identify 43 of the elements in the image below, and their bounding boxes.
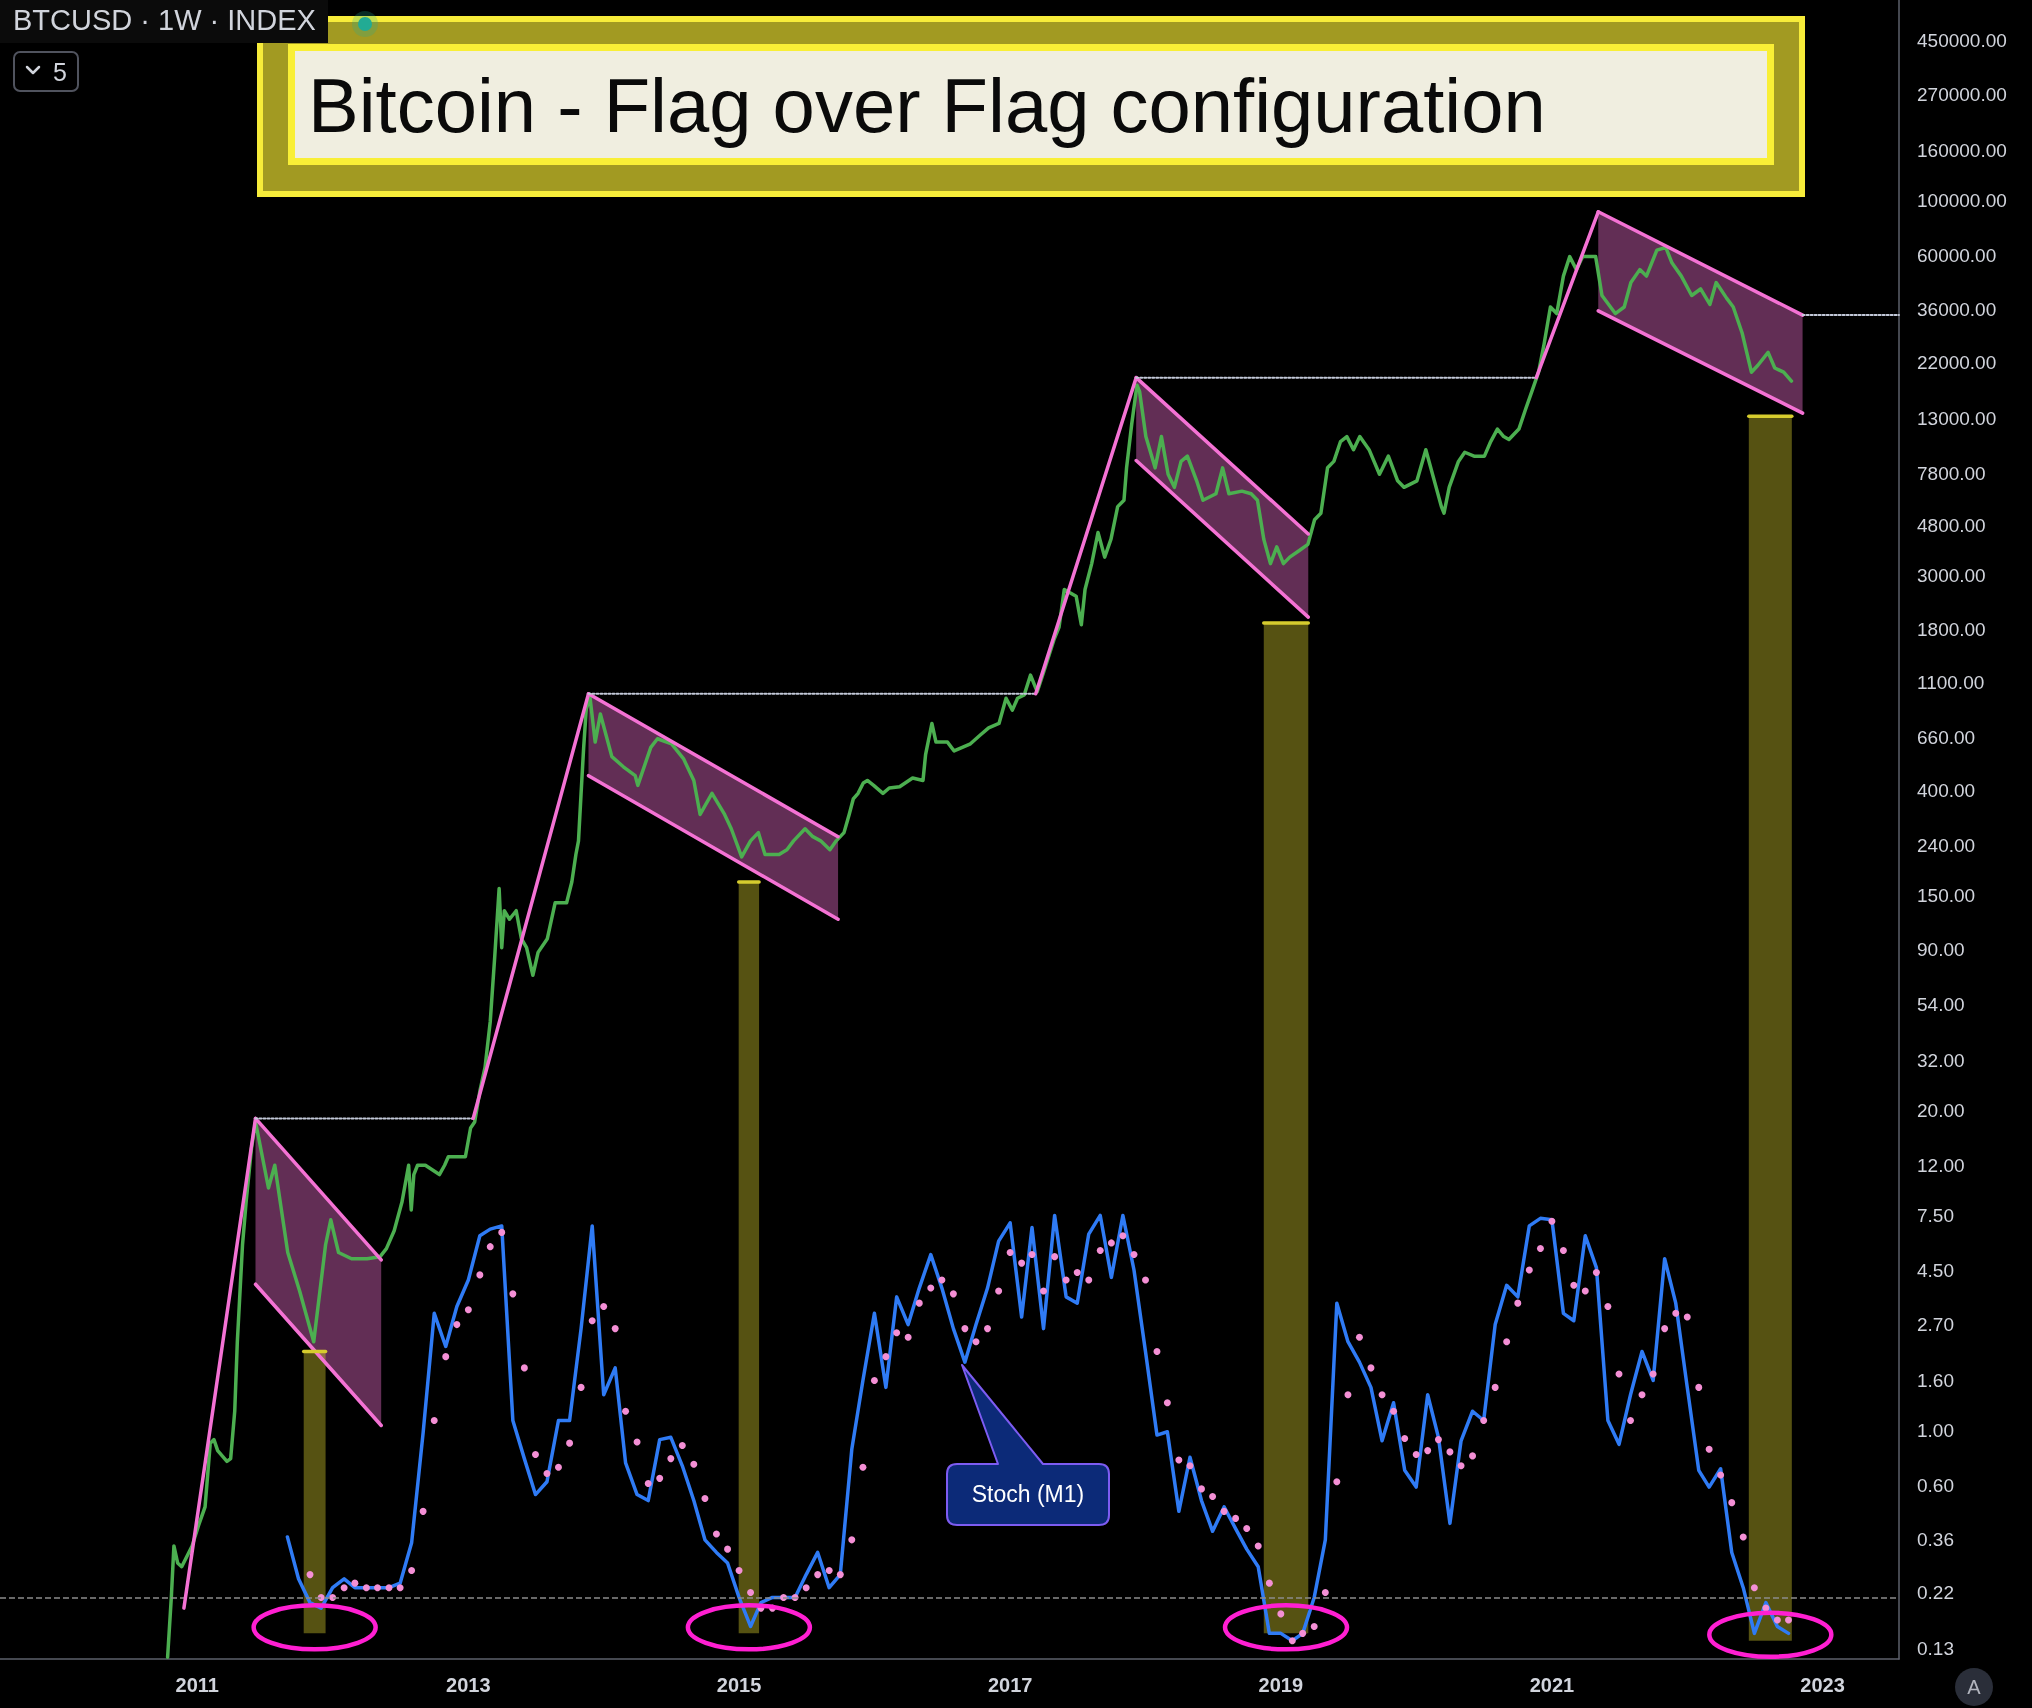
x-tick-label: 2021 xyxy=(1529,1674,1575,1696)
y-tick-label: 0.60 xyxy=(1917,1474,1954,1496)
y-tick-label: 1.60 xyxy=(1917,1369,1954,1391)
y-tick-label: 20.00 xyxy=(1917,1100,1965,1122)
y-tick-label: 0.22 xyxy=(1917,1581,1954,1603)
x-tick-label: 2011 xyxy=(175,1674,219,1696)
y-tick-label: 7.50 xyxy=(1917,1204,1954,1226)
x-tick-label: 2019 xyxy=(1258,1674,1304,1696)
y-tick-label: 270000.00 xyxy=(1917,84,2007,106)
y-tick-label: 7800.00 xyxy=(1917,462,1986,484)
y-tick-label: 240.00 xyxy=(1917,834,1976,856)
y-tick-label: 13000.00 xyxy=(1917,408,1997,430)
y-tick-label: 90.00 xyxy=(1917,939,1965,961)
y-tick-label: 2.70 xyxy=(1917,1314,1954,1336)
y-tick-label: 3000.00 xyxy=(1917,564,1986,586)
y-tick-label: 150.00 xyxy=(1917,884,1976,906)
y-tick-label: 32.00 xyxy=(1917,1049,1965,1071)
y-tick-label: 660.00 xyxy=(1917,726,1976,748)
y-tick-label: 4.50 xyxy=(1917,1259,1954,1281)
y-tick-label: 1800.00 xyxy=(1917,619,1986,641)
x-tick-label: 2017 xyxy=(987,1674,1033,1696)
x-tick-label: 2013 xyxy=(446,1674,491,1696)
text: A xyxy=(1967,1676,1982,1698)
y-tick-label: 54.00 xyxy=(1917,994,1965,1016)
x-tick-label: 2023 xyxy=(1800,1674,1845,1696)
y-tick-label: 0.36 xyxy=(1917,1529,1954,1551)
y-tick-label: 160000.00 xyxy=(1917,140,2007,162)
y-tick-label: 4800.00 xyxy=(1917,514,1986,536)
y-tick-label: 1100.00 xyxy=(1917,672,1985,694)
y-tick-label: 400.00 xyxy=(1917,780,1976,802)
y-tick-label: 100000.00 xyxy=(1917,190,2007,212)
annotation: Stoch (M1) xyxy=(971,1481,1085,1507)
x-tick-label: 2015 xyxy=(716,1674,762,1696)
annotation: 5 xyxy=(53,58,67,86)
y-tick-label: 450000.00 xyxy=(1917,29,2007,51)
y-tick-label: 12.00 xyxy=(1917,1154,1965,1176)
y-tick-label: 1.00 xyxy=(1917,1420,1954,1442)
y-tick-label: 36000.00 xyxy=(1917,299,1997,321)
y-tick-label: 22000.00 xyxy=(1917,352,1997,374)
y-tick-label: 0.13 xyxy=(1917,1638,1954,1660)
y-tick-label: 60000.00 xyxy=(1917,244,1997,266)
text: Bitcoin - Flag over Flag configuration xyxy=(308,62,1546,150)
chart-subtitle: BTCUSD · 1W · INDEX xyxy=(0,0,328,43)
